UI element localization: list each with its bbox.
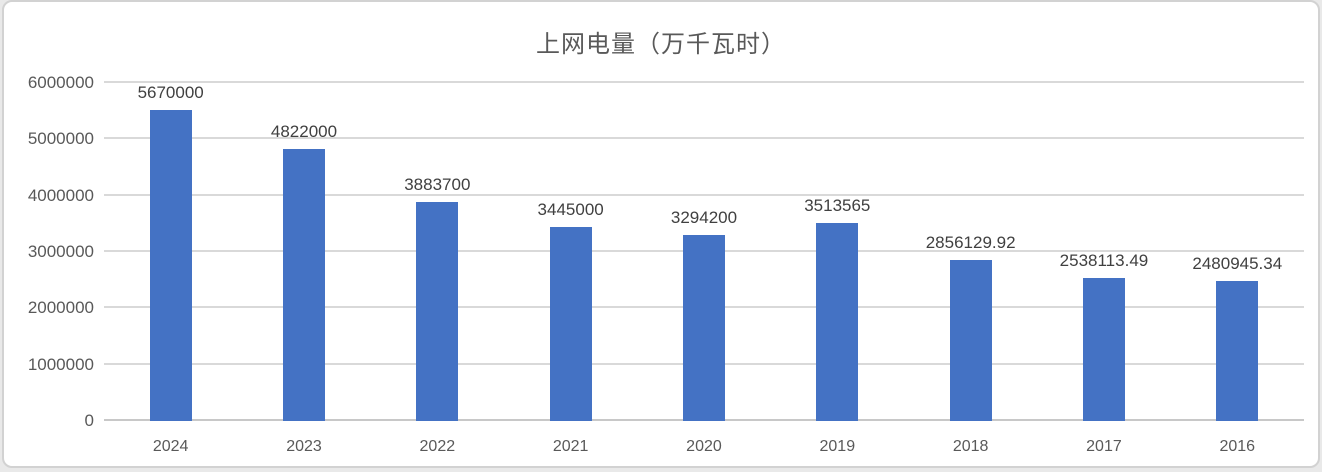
x-axis: 2024 2023 2022 2021 2020 2019 2018 2017 2016 [104, 423, 1304, 456]
x-axis-tick-label: 2021 [552, 438, 589, 455]
x-axis-tick-label: 2019 [819, 438, 856, 455]
y-axis-tick-label: 4000000 [27, 185, 94, 205]
x-axis-tick-label: 2017 [1086, 438, 1122, 455]
bar-column: 3294200 [637, 83, 770, 421]
bar-value-label: 3294200 [670, 208, 738, 228]
bar-column: 3445000 [504, 83, 637, 421]
bar[interactable] [416, 202, 459, 421]
x-axis-tick-label: 2020 [686, 438, 722, 455]
bar-value-label: 2480945.34 [1192, 254, 1283, 274]
y-axis-tick-label: 0 [84, 411, 94, 430]
y-axis: 0 1000000 2000000 3000000 4000000 5000000 6000… [4, 73, 94, 430]
gridline [104, 193, 1304, 196]
y-axis-tick-label: 5000000 [27, 129, 94, 149]
bar-column: 4822000 [237, 83, 370, 421]
bar[interactable] [1082, 278, 1125, 421]
chart-title: 上网电量（万千瓦时） [536, 31, 786, 58]
bar-value-label: 3445000 [537, 199, 604, 219]
bar-value-label: 2538113.49 [1059, 251, 1149, 271]
bar-column: 3883700 [371, 83, 504, 421]
x-axis-tick-label: 2023 [286, 438, 322, 455]
bar[interactable] [816, 223, 859, 421]
bar-value-label: 5670000 [137, 83, 204, 102]
bar[interactable] [282, 149, 325, 421]
gridline [104, 81, 1304, 83]
bar[interactable] [549, 226, 592, 421]
bar-value-label: 3883700 [404, 175, 471, 195]
bar[interactable] [149, 110, 192, 421]
bar-column: 2480945.34 [1171, 83, 1304, 421]
y-axis-tick-label: 1000000 [27, 354, 94, 374]
y-axis-tick-label: 3000000 [27, 242, 94, 261]
bar[interactable] [1216, 281, 1259, 421]
bar-column: 5670000 [104, 83, 237, 421]
y-axis-tick-label: 6000000 [27, 73, 94, 92]
bar-value-label: 2856129.92 [925, 233, 1016, 253]
bar-value-label: 3513565 [804, 196, 871, 216]
gridline [104, 137, 1304, 140]
x-axis-tick-label: 2024 [152, 438, 189, 455]
bar-column: 3513565 [771, 83, 904, 421]
x-axis-tick-label: 2016 [1219, 438, 1256, 455]
x-axis-tick-label: 2018 [952, 438, 989, 455]
bar-series: 5670000 4822000 3883700 3445000 3294200 35135… [104, 83, 1304, 421]
bar-value-label: 4822000 [270, 122, 338, 142]
bar[interactable] [682, 235, 725, 421]
y-axis-tick-label: 2000000 [27, 298, 94, 318]
x-axis-tick-label: 2022 [419, 438, 456, 455]
bar-column: 2538113.49 [1037, 83, 1170, 421]
bar[interactable] [949, 260, 992, 421]
bar-column: 2856129.92 [904, 83, 1037, 421]
